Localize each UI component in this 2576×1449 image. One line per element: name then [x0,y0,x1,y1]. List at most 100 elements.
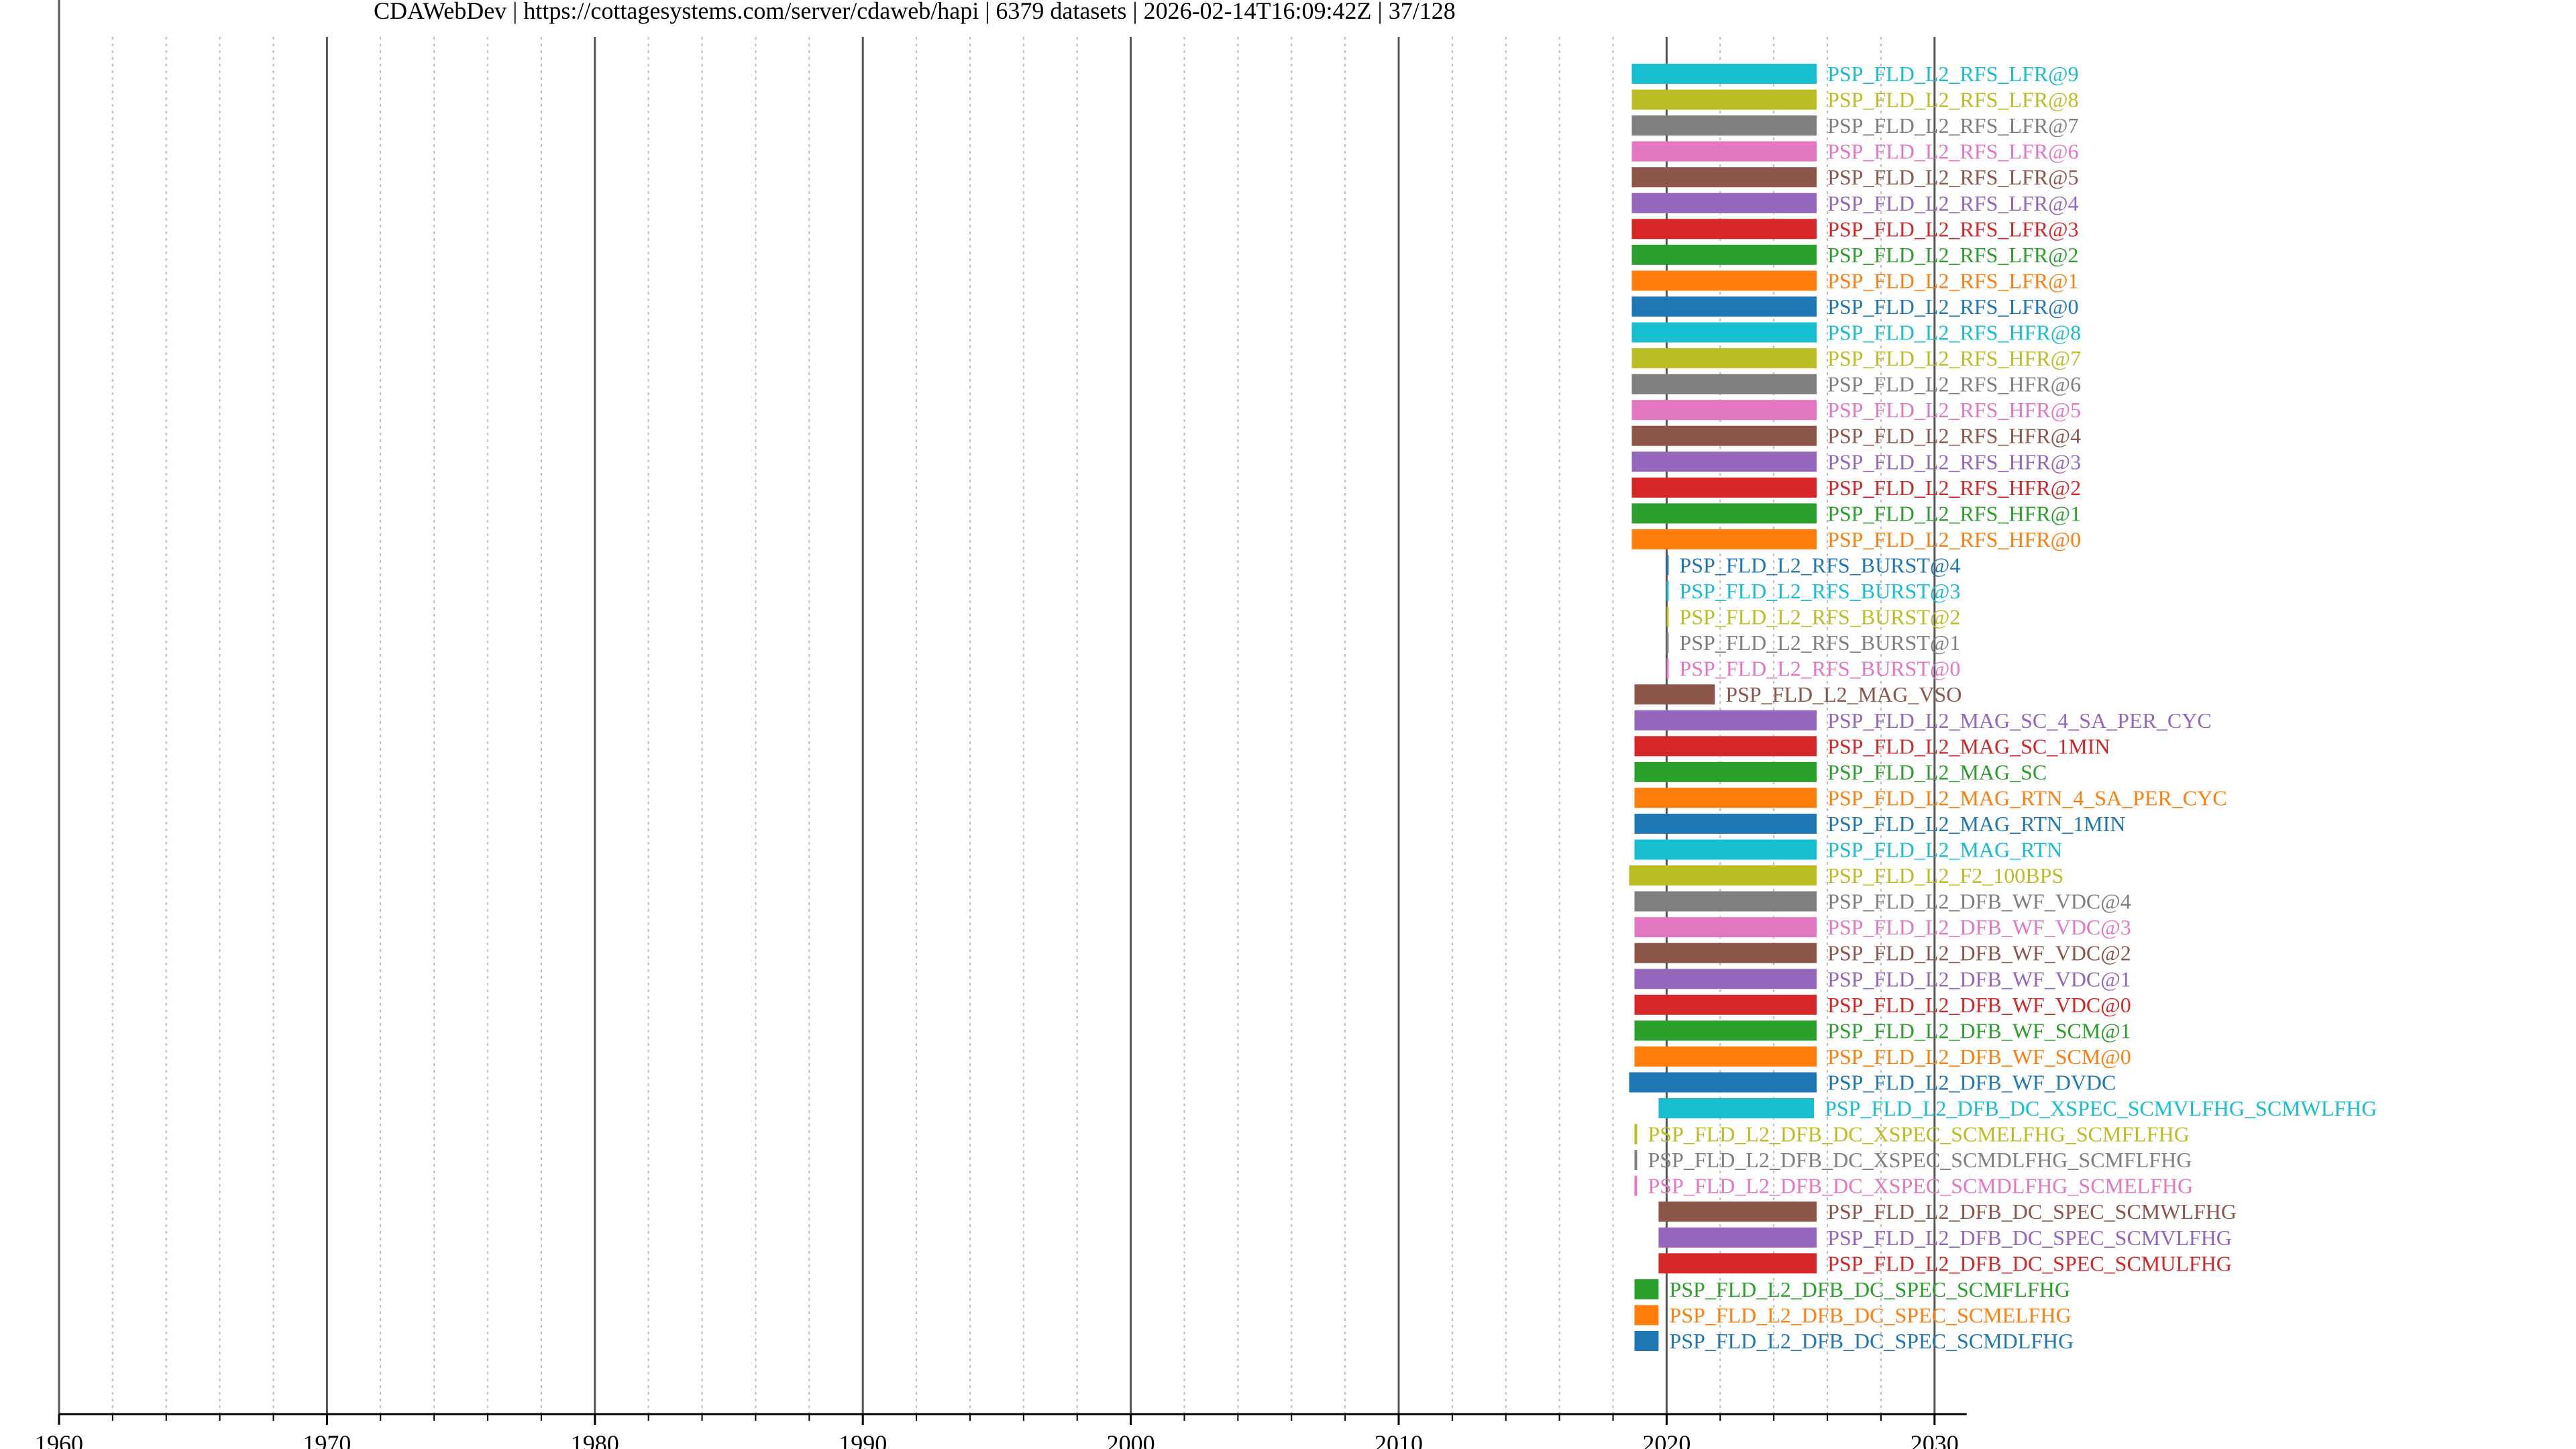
dataset-bar [1658,1201,1817,1222]
dataset-label: PSP_FLD_L2_RFS_HFR@3 [1827,449,2081,474]
dataset-bar [1631,193,1817,213]
dataset-bar [1634,710,1817,731]
dataset-label: PSP_FLD_L2_DFB_WF_SCM@1 [1827,1018,2131,1042]
tick-label: 2010 [1375,1430,1423,1449]
dataset-bar [1634,917,1817,938]
dataset-label: PSP_FLD_L2_DFB_DC_SPEC_SCMDLFHG [1669,1329,2074,1353]
dataset-label: PSP_FLD_L2_RFS_LFR@3 [1827,217,2078,241]
dataset-label: PSP_FLD_L2_RFS_LFR@0 [1827,294,2078,319]
x-axis: 1960 1970 1980 1990 2000 2010 2020 2030 [35,1413,1967,1449]
header-title: CDAWebDev | https://cottagesystems.com/s… [374,0,1456,24]
dataset-bar [1631,348,1817,369]
dataset-label: PSP_FLD_L2_DFB_DC_XSPEC_SCMVLFHG_SCMWLFH… [1825,1096,2377,1120]
dataset-bar [1634,1279,1659,1299]
dataset-label: PSP_FLD_L2_DFB_WF_SCM@0 [1827,1044,2131,1069]
dataset-bar [1631,244,1817,265]
dataset-label: PSP_FLD_L2_RFS_LFR@6 [1827,140,2078,164]
tick-label: 2000 [1107,1430,1155,1449]
dataset-bar [1631,529,1817,549]
dataset-label: PSP_FLD_L2_DFB_DC_SPEC_SCMVLFHG [1827,1226,2232,1250]
dataset-bar [1631,451,1817,472]
dataset-label: PSP_FLD_L2_RFS_BURST@4 [1679,553,1960,577]
dataset-bar [1666,606,1669,627]
dataset-label: PSP_FLD_L2_DFB_DC_SPEC_SCMELFHG [1669,1303,2071,1327]
dataset-label: PSP_FLD_L2_MAG_SC_1MIN [1827,734,2110,758]
dataset-label: PSP_FLD_L2_RFS_BURST@1 [1679,631,1960,655]
dataset-bar [1634,891,1817,912]
grid-layer [58,0,1936,1414]
dataset-bar [1658,1098,1815,1118]
dataset-label: PSP_FLD_L2_RFS_HFR@6 [1827,372,2081,396]
dataset-bar [1631,219,1817,239]
dataset-bar [1666,555,1669,576]
dataset-label: PSP_FLD_L2_RFS_LFR@2 [1827,243,2078,267]
dataset-label: PSP_FLD_L2_RFS_LFR@8 [1827,88,2078,112]
dataset-bar [1634,1020,1817,1041]
dataset-label: PSP_FLD_L2_F2_100BPS [1827,863,2063,888]
dataset-bar [1629,1072,1817,1093]
dataset-bar [1631,141,1817,162]
dataset-bar [1631,89,1817,110]
dataset-bar [1634,813,1817,834]
dataset-bar [1634,1150,1638,1171]
dataset-bar [1666,581,1669,601]
dataset-bar [1631,296,1817,317]
tick-label: 1990 [839,1430,887,1449]
dataset-label: PSP_FLD_L2_DFB_WF_VDC@0 [1827,993,2131,1017]
dataset-label: PSP_FLD_L2_RFS_HFR@7 [1827,346,2081,370]
dataset-bar [1634,1046,1817,1067]
dataset-label: PSP_FLD_L2_RFS_HFR@5 [1827,398,2081,422]
dataset-bar [1634,788,1817,808]
dataset-label: PSP_FLD_L2_DFB_WF_DVDC [1827,1070,2116,1094]
dataset-label: PSP_FLD_L2_RFS_LFR@1 [1827,268,2078,292]
dataset-bar [1658,1227,1817,1248]
dataset-bar [1634,684,1715,705]
dataset-label: PSP_FLD_L2_RFS_HFR@4 [1827,424,2081,448]
dataset-bar [1631,115,1817,136]
dataset-label: PSP_FLD_L2_DFB_DC_SPEC_SCMULFHG [1827,1251,2232,1275]
dataset-label: PSP_FLD_L2_DFB_DC_XSPEC_SCMELFHG_SCMFLFH… [1648,1122,2189,1146]
dataset-bar [1631,477,1817,498]
dataset-bar [1634,943,1817,963]
dataset-bar [1631,425,1817,446]
dataset-label: PSP_FLD_L2_DFB_DC_SPEC_SCMFLFHG [1669,1277,2070,1301]
dataset-bar [1634,994,1817,1015]
dataset-label: PSP_FLD_L2_RFS_HFR@8 [1827,321,2081,345]
dataset-label: PSP_FLD_L2_DFB_WF_VDC@4 [1827,890,2131,914]
dataset-bar [1631,64,1817,84]
dataset-bar [1631,167,1817,188]
tick-label: 1980 [571,1430,619,1449]
tick-label: 2030 [1911,1430,1959,1449]
dataset-label: PSP_FLD_L2_RFS_BURST@3 [1679,579,1960,603]
dataset-label: PSP_FLD_L2_RFS_HFR@0 [1827,527,2081,551]
dataset-bar [1666,658,1669,679]
dataset-label: PSP_FLD_L2_MAG_RTN [1827,838,2062,862]
dataset-bar [1631,270,1817,291]
dataset-label: PSP_FLD_L2_RFS_HFR@2 [1827,476,2081,500]
dataset-bar [1634,1175,1638,1196]
dataset-label: PSP_FLD_L2_MAG_VSO [1725,682,1962,706]
dataset-bar [1634,969,1817,989]
dataset-label: PSP_FLD_L2_MAG_SC [1827,760,2047,784]
dataset-label: PSP_FLD_L2_RFS_LFR@7 [1827,113,2078,138]
dataset-label: PSP_FLD_L2_MAG_SC_4_SA_PER_CYC [1827,708,2212,733]
dataset-bars [1629,64,1817,1351]
tick-label: 2020 [1642,1430,1690,1449]
tick-label: 1960 [35,1430,83,1449]
dataset-label: PSP_FLD_L2_MAG_RTN_1MIN [1827,812,2125,836]
dataset-label: PSP_FLD_L2_DFB_DC_XSPEC_SCMDLFHG_SCMELFH… [1648,1174,2193,1198]
dataset-bar [1634,1124,1638,1144]
dataset-label: PSP_FLD_L2_MAG_RTN_4_SA_PER_CYC [1827,786,2227,810]
dataset-labels: PSP_FLD_L2_RFS_LFR@9PSP_FLD_L2_RFS_LFR@8… [1648,62,2377,1353]
dataset-label: PSP_FLD_L2_DFB_DC_SPEC_SCMWLFHG [1827,1199,2237,1224]
dataset-label: PSP_FLD_L2_RFS_BURST@0 [1679,657,1960,681]
dataset-label: PSP_FLD_L2_RFS_BURST@2 [1679,605,1960,629]
dataset-bar [1658,1253,1817,1274]
dataset-label: PSP_FLD_L2_DFB_WF_VDC@3 [1827,915,2131,939]
dataset-bar [1631,322,1817,343]
dataset-bar [1634,1330,1659,1351]
dataset-label: PSP_FLD_L2_RFS_LFR@9 [1827,62,2078,86]
dataset-bar [1666,633,1669,653]
dataset-label: PSP_FLD_L2_DFB_DC_XSPEC_SCMDLFHG_SCMFLFH… [1648,1148,2192,1172]
